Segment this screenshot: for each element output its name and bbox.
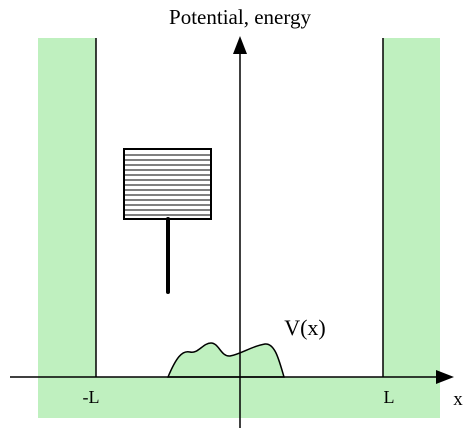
- potential-label: V(x): [284, 315, 326, 340]
- box-sign: [123, 148, 212, 294]
- left-barrier-region: [38, 38, 96, 418]
- potential-bump: [166, 342, 286, 378]
- y-axis-title: Potential, energy: [169, 5, 311, 29]
- y-axis-arrowhead: [233, 36, 247, 54]
- left-wall-label: -L: [83, 387, 100, 407]
- right-wall-label: L: [384, 387, 395, 407]
- box-stripes: [124, 154, 211, 216]
- x-axis-arrowhead: [436, 370, 454, 384]
- x-axis-label: x: [453, 389, 463, 410]
- right-barrier-region: [383, 38, 440, 418]
